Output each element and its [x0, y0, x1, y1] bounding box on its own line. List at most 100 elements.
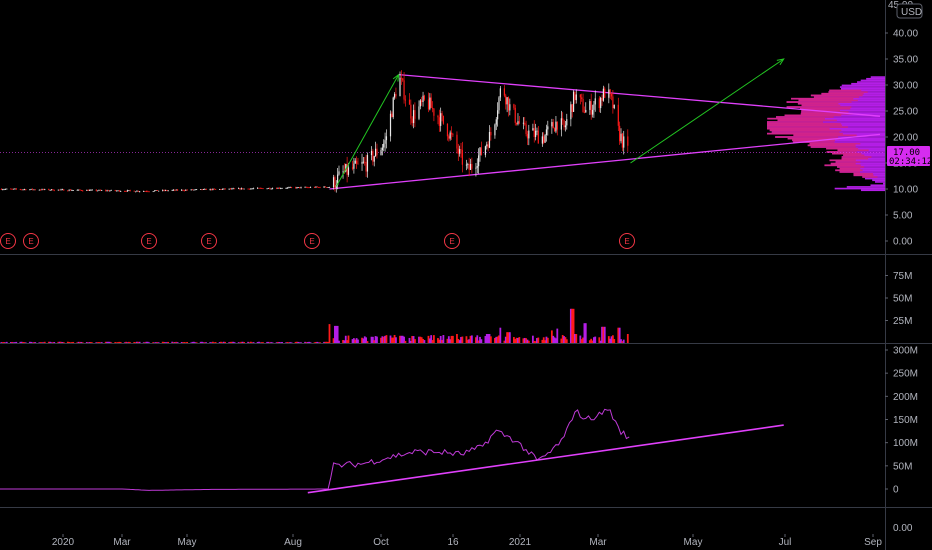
volume-bar	[156, 342, 159, 343]
candle-body	[609, 89, 611, 95]
volume-bar	[352, 338, 355, 343]
volume-profile-value-area	[826, 151, 857, 153]
candle-body	[370, 150, 373, 156]
projection-arrow-1[interactable]	[335, 74, 400, 187]
volume-profile-bar	[860, 189, 885, 192]
candle-body	[99, 189, 101, 191]
volume-profile-value-area	[862, 176, 878, 178]
candle-body	[280, 188, 282, 190]
trendline-resistance[interactable]	[398, 73, 881, 117]
candle-body	[0, 189, 2, 190]
volume-profile-bar	[841, 84, 885, 87]
earnings-marker[interactable]	[619, 233, 635, 249]
candle-body	[175, 189, 177, 191]
candle-body	[193, 189, 195, 191]
candle-body	[610, 94, 613, 97]
volume-bar	[458, 340, 461, 343]
volume-bar	[286, 342, 289, 343]
candle-body	[190, 189, 192, 191]
volume-bar	[42, 342, 45, 343]
volume-bar	[53, 341, 56, 343]
volume-bar	[297, 341, 300, 343]
candle-body	[457, 148, 459, 154]
earnings-marker[interactable]	[444, 233, 460, 249]
candle-body	[143, 191, 145, 192]
volume-bar	[591, 340, 594, 343]
currency-button[interactable]: USD	[896, 3, 923, 19]
candle-body	[166, 190, 168, 191]
candle-body	[41, 189, 43, 190]
candle-body	[582, 98, 584, 112]
candle-body	[345, 164, 347, 172]
volume-bar	[384, 335, 386, 343]
earnings-marker[interactable]	[141, 233, 157, 249]
candle-body	[517, 121, 519, 125]
volume-bar	[167, 341, 170, 343]
x-tick-label: Mar	[113, 537, 131, 548]
earnings-marker[interactable]	[201, 233, 217, 249]
volume-bar	[76, 342, 79, 343]
x-tick-label: 16	[447, 537, 459, 548]
candle-body	[251, 188, 253, 190]
volume-bar	[414, 339, 416, 343]
volume-bar	[466, 339, 469, 343]
volume-bar	[437, 338, 439, 343]
candle-body	[42, 189, 44, 190]
candle-body	[194, 189, 196, 191]
candle-body	[239, 188, 241, 190]
candle-body	[247, 188, 249, 190]
candle-body	[29, 189, 31, 191]
volume-bar	[515, 337, 518, 343]
candle-body	[418, 106, 420, 119]
price-y-tick: 5.00	[893, 211, 913, 222]
candle-body	[156, 190, 158, 191]
volume-bar	[184, 342, 187, 343]
candle-body	[440, 113, 442, 126]
candle-body	[498, 97, 500, 111]
candle-body	[372, 150, 374, 162]
candle-body	[460, 149, 462, 150]
volume-profile-bar	[801, 104, 885, 107]
volume-bar	[422, 338, 424, 343]
volume-bar	[621, 341, 624, 343]
volume-profile-value-area	[767, 117, 825, 120]
indicator-trendline[interactable]	[307, 424, 784, 494]
volume-profile-value-area	[821, 92, 864, 95]
volume-bar	[626, 334, 629, 343]
candle-body	[564, 125, 567, 128]
candle-body	[228, 188, 230, 190]
trendline-support[interactable]	[329, 133, 881, 190]
volume-bar	[107, 341, 110, 343]
pane-separators[interactable]	[0, 254, 932, 508]
candle-body	[402, 78, 404, 81]
volume-bar	[287, 342, 290, 343]
volume-bar	[382, 336, 385, 343]
earnings-marker[interactable]	[304, 233, 320, 249]
volume-bar	[195, 342, 198, 343]
currency-button-bg[interactable]	[896, 3, 923, 19]
volume-bar	[275, 342, 278, 343]
candle-body	[516, 122, 518, 125]
indicator-y-tick: 50M	[893, 461, 912, 472]
candle-body	[327, 187, 329, 188]
candle-body	[31, 188, 34, 190]
candle-body	[252, 188, 255, 190]
candle-body	[86, 189, 88, 191]
volume-y-tick: 75M	[893, 271, 912, 282]
indicator-y-tick: 250M	[893, 369, 918, 380]
volume-bar	[542, 337, 545, 343]
volume-profile-value-area	[767, 122, 841, 125]
projection-arrow-2[interactable]	[630, 58, 785, 164]
candle-body	[381, 147, 383, 151]
volume-profile-bar	[874, 181, 885, 183]
candle-body	[534, 130, 537, 138]
candle-body	[4, 189, 7, 190]
volume-bar	[201, 341, 203, 343]
candle-body	[334, 177, 336, 188]
earnings-marker[interactable]	[23, 233, 39, 249]
earnings-marker[interactable]	[0, 233, 16, 249]
volume-bar	[248, 342, 251, 343]
